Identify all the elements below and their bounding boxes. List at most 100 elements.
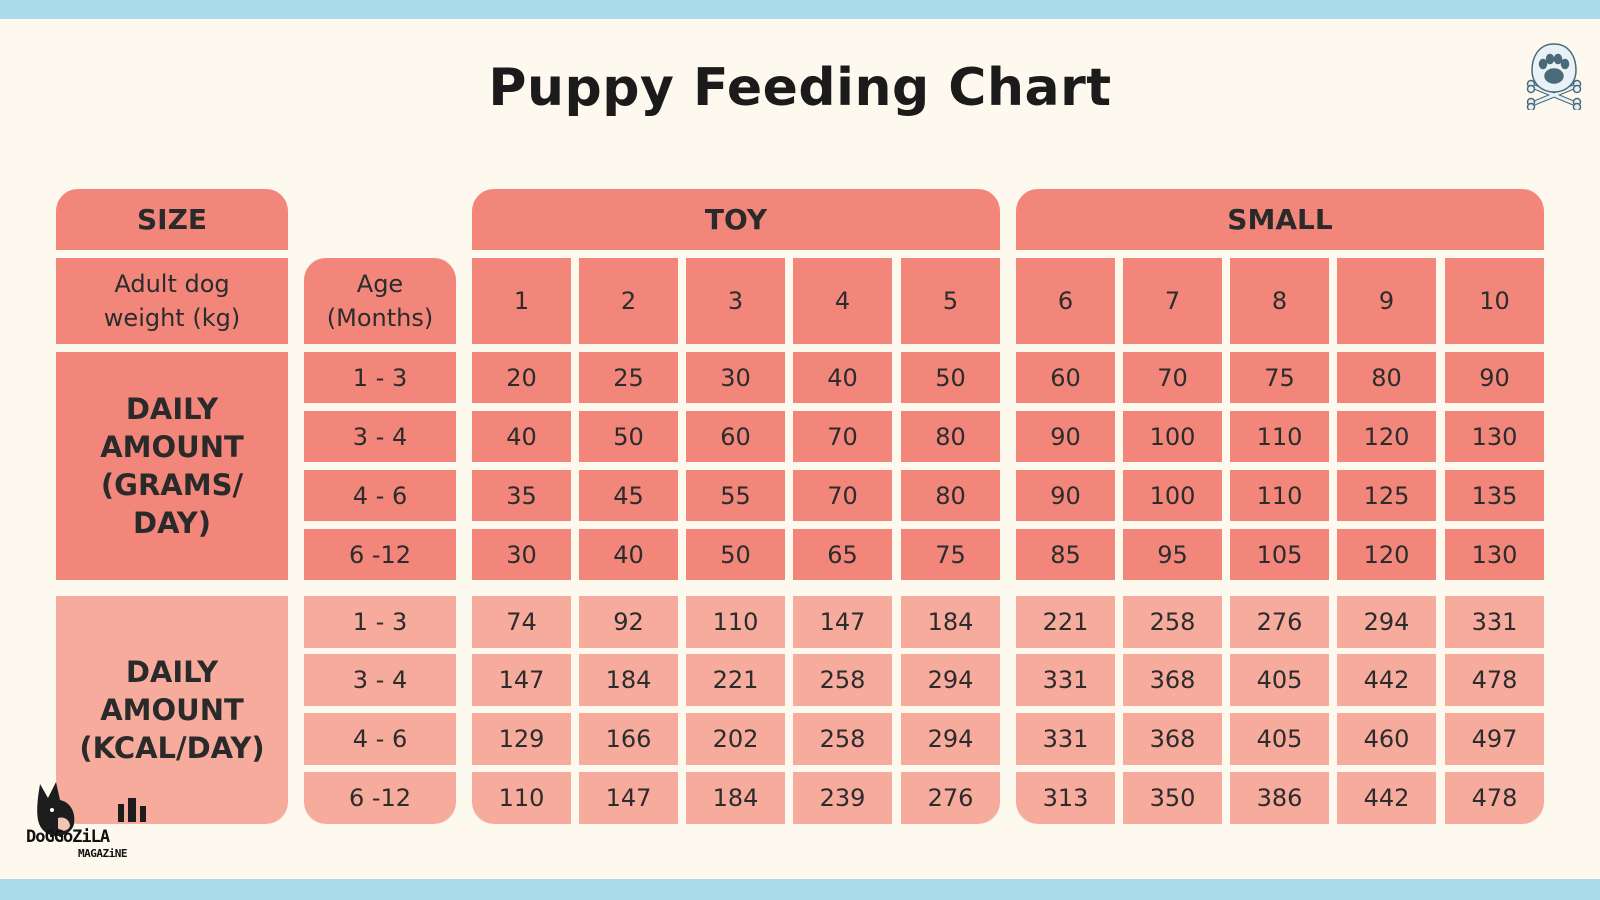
kcal-cell: 276	[901, 772, 1000, 824]
grams-age-1: 1 - 3	[304, 352, 456, 403]
kcal-cell: 92	[579, 596, 678, 648]
kcal-cell: 368	[1123, 713, 1222, 765]
kcal-cell: 147	[793, 596, 892, 648]
grams-cell: 50	[901, 352, 1000, 403]
grams-cell: 90	[1016, 411, 1115, 462]
kcal-cell: 331	[1016, 713, 1115, 765]
kcal-cell: 460	[1337, 713, 1436, 765]
kcal-cell: 276	[1230, 596, 1329, 648]
kcal-cell: 294	[901, 713, 1000, 765]
logo-line-2: MAGAZiNE	[78, 847, 127, 860]
grams-age-2: 3 - 4	[304, 411, 456, 462]
kcal-cell: 74	[472, 596, 571, 648]
paw-crossbones-icon	[1526, 43, 1582, 110]
kcal-cell: 497	[1445, 713, 1544, 765]
kcal-cell: 184	[686, 772, 785, 824]
dog-mascot-icon	[37, 782, 146, 836]
kcal-cell: 368	[1123, 654, 1222, 706]
kcal-cell: 331	[1445, 596, 1544, 648]
weight-2: 2	[579, 258, 678, 344]
kcal-cell: 184	[579, 654, 678, 706]
kcal-cell: 110	[472, 772, 571, 824]
toy-header: TOY	[472, 189, 1000, 250]
weight-10: 10	[1445, 258, 1544, 344]
bottom-stripe	[0, 879, 1600, 900]
kcal-cell: 442	[1337, 654, 1436, 706]
grams-cell: 105	[1230, 529, 1329, 580]
grams-cell: 80	[901, 470, 1000, 521]
kcal-cell: 313	[1016, 772, 1115, 824]
weight-1: 1	[472, 258, 571, 344]
kcal-cell: 405	[1230, 713, 1329, 765]
weight-label: Adult dog weight (kg)	[56, 258, 288, 344]
page-title: Puppy Feeding Chart	[488, 58, 1112, 118]
kcal-age-3: 4 - 6	[304, 713, 456, 765]
kcal-cell: 331	[1016, 654, 1115, 706]
grams-cell: 65	[793, 529, 892, 580]
kcal-cell: 184	[901, 596, 1000, 648]
grams-cell: 20	[472, 352, 571, 403]
grams-cell: 55	[686, 470, 785, 521]
kcal-cell: 258	[793, 713, 892, 765]
grams-cell: 70	[793, 470, 892, 521]
grams-cell: 50	[579, 411, 678, 462]
grams-cell: 30	[686, 352, 785, 403]
grams-cell: 45	[579, 470, 678, 521]
weight-4: 4	[793, 258, 892, 344]
grams-cell: 95	[1123, 529, 1222, 580]
kcal-cell: 202	[686, 713, 785, 765]
kcal-cell: 258	[793, 654, 892, 706]
kcal-cell: 442	[1337, 772, 1436, 824]
grams-age-3: 4 - 6	[304, 470, 456, 521]
small-header: SMALL	[1016, 189, 1544, 250]
top-stripe	[0, 0, 1600, 19]
kcal-section-label: DAILY AMOUNT (KCAL/DAY)	[56, 596, 288, 824]
weight-9: 9	[1337, 258, 1436, 344]
kcal-cell: 478	[1445, 654, 1544, 706]
grams-cell: 70	[1123, 352, 1222, 403]
kcal-age-4: 6 -12	[304, 772, 456, 824]
kcal-cell: 166	[579, 713, 678, 765]
grams-cell: 60	[686, 411, 785, 462]
grams-cell: 30	[472, 529, 571, 580]
grams-cell: 50	[686, 529, 785, 580]
grams-cell: 75	[1230, 352, 1329, 403]
kcal-age-2: 3 - 4	[304, 654, 456, 706]
weight-8: 8	[1230, 258, 1329, 344]
grams-cell: 75	[901, 529, 1000, 580]
grams-cell: 80	[1337, 352, 1436, 403]
logo-line-1: DoGGoZiLA	[26, 827, 110, 847]
kcal-cell: 294	[1337, 596, 1436, 648]
kcal-cell: 221	[1016, 596, 1115, 648]
kcal-cell: 147	[579, 772, 678, 824]
grams-cell: 100	[1123, 411, 1222, 462]
weight-5: 5	[901, 258, 1000, 344]
grams-cell: 130	[1445, 529, 1544, 580]
grams-cell: 80	[901, 411, 1000, 462]
grams-cell: 120	[1337, 529, 1436, 580]
kcal-cell: 294	[901, 654, 1000, 706]
grams-cell: 85	[1016, 529, 1115, 580]
kcal-cell: 110	[686, 596, 785, 648]
weight-7: 7	[1123, 258, 1222, 344]
grams-cell: 70	[793, 411, 892, 462]
kcal-cell: 386	[1230, 772, 1329, 824]
kcal-cell: 239	[793, 772, 892, 824]
kcal-cell: 478	[1445, 772, 1544, 824]
grams-age-4: 6 -12	[304, 529, 456, 580]
grams-cell: 135	[1445, 470, 1544, 521]
grams-cell: 130	[1445, 411, 1544, 462]
size-header: SIZE	[56, 189, 288, 250]
kcal-cell: 350	[1123, 772, 1222, 824]
kcal-cell: 258	[1123, 596, 1222, 648]
grams-cell: 60	[1016, 352, 1115, 403]
grams-cell: 40	[793, 352, 892, 403]
kcal-cell: 129	[472, 713, 571, 765]
grams-cell: 100	[1123, 470, 1222, 521]
grams-cell: 120	[1337, 411, 1436, 462]
grams-cell: 40	[579, 529, 678, 580]
grams-cell: 40	[472, 411, 571, 462]
grams-cell: 125	[1337, 470, 1436, 521]
kcal-cell: 221	[686, 654, 785, 706]
grams-cell: 35	[472, 470, 571, 521]
